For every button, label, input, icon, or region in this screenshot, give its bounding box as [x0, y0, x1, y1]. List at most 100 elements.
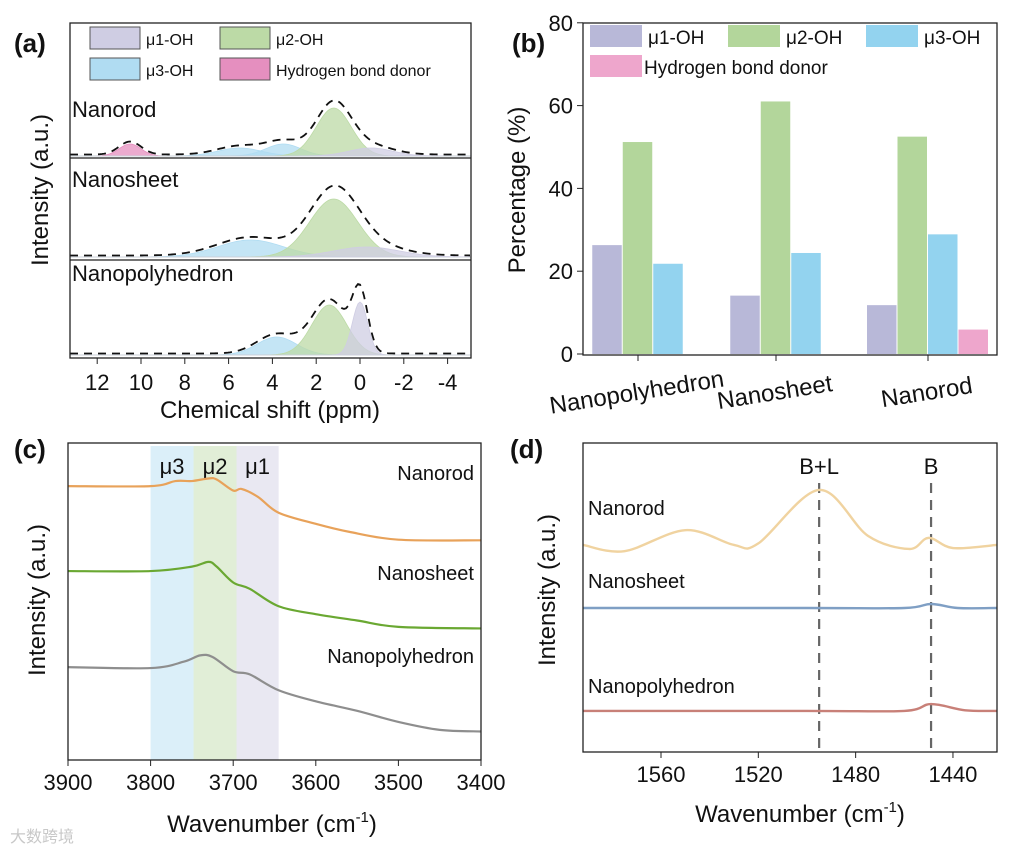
- x-tick-label: -4: [438, 370, 458, 395]
- legend-label: μ1-OH: [146, 32, 193, 49]
- legend-swatch-hbd: [219, 57, 271, 81]
- x-label-sup: -1: [884, 799, 897, 816]
- x-tick-label: 2: [310, 370, 322, 395]
- legend-label: μ3-OH: [146, 63, 193, 80]
- nmr-sample-nanosheet: [70, 184, 472, 258]
- plot-frame-b: [582, 22, 998, 356]
- curve-nanopolyhedron: [583, 702, 997, 713]
- sample-label: Nanorod: [72, 97, 156, 122]
- x-tick-label: 8: [179, 370, 191, 395]
- band-label: μ1: [245, 454, 270, 479]
- legend-swatch-hbd: [590, 55, 642, 77]
- curve-nanorod: [67, 477, 482, 542]
- curve-label: Nanopolyhedron: [327, 646, 474, 668]
- x-tick-label: 3700: [209, 770, 258, 795]
- y-axis-label: Percentage (%): [504, 107, 531, 274]
- plot-frame-d: [582, 442, 998, 753]
- nmr-sample-nanopolyhedron: [70, 282, 471, 356]
- curve-label: Nanosheet: [588, 571, 685, 593]
- bar-mu1-nanopolyhedron: [592, 245, 622, 354]
- x-tick-label: 10: [129, 370, 153, 395]
- x-tick-label: 1440: [928, 762, 977, 787]
- sample-label: Nanosheet: [72, 167, 178, 192]
- legend-swatch-mu3: [866, 25, 918, 47]
- x-tick-label: 3400: [457, 770, 506, 795]
- bar-mu3-nanorod: [928, 234, 958, 354]
- x-tick-label: 3500: [374, 770, 423, 795]
- x-tick-label: -2: [394, 370, 414, 395]
- legend-label: μ3-OH: [924, 28, 980, 49]
- bar-mu2-nanosheet: [760, 101, 791, 355]
- envelope-dashed-line: [70, 282, 470, 355]
- x-tick-label: 3800: [126, 770, 175, 795]
- x-tick-label: 3600: [291, 770, 340, 795]
- x-tick-label: 1560: [637, 762, 686, 787]
- y-tick-label: 0: [561, 342, 573, 367]
- plot-frame-c: [67, 442, 482, 761]
- y-tick-label: 40: [549, 176, 573, 201]
- envelope-dashed-line: [70, 99, 470, 156]
- curve-label: Nanosheet: [377, 563, 474, 585]
- x-axis-label: Wavenumber (cm-1): [167, 809, 377, 838]
- x-tick-label: 0: [354, 370, 366, 395]
- panel-label: (d): [510, 434, 543, 464]
- category-label: Nanosheet: [715, 370, 834, 415]
- legend-label: Hydrogen bond donor: [276, 63, 431, 80]
- legend-swatch-mu2: [728, 25, 780, 47]
- bar-hbd-nanorod: [958, 329, 988, 354]
- band-label: μ2: [203, 454, 228, 479]
- peak-mu1: [70, 147, 471, 157]
- category-label: Nanorod: [879, 372, 974, 413]
- peak-mu3: [70, 336, 471, 356]
- nmr-sample-nanorod: [70, 99, 471, 157]
- band-mu2: [193, 446, 237, 760]
- y-tick-label: 80: [549, 11, 573, 36]
- bar-mu3-nanosheet: [791, 252, 821, 354]
- legend-swatch-mu2: [219, 26, 271, 50]
- x-label-end: ): [369, 811, 377, 838]
- x-tick-label: 4: [266, 370, 278, 395]
- legend-swatch-mu3: [89, 57, 141, 81]
- bar-mu1-nanorod: [867, 305, 897, 354]
- legend-swatch-mu1: [590, 25, 642, 47]
- y-tick-label: 20: [549, 259, 573, 284]
- curve-label: Nanopolyhedron: [588, 676, 735, 698]
- category-label: Nanopolyhedron: [548, 365, 726, 419]
- x-axis-label: Wavenumber (cm-1): [695, 799, 905, 828]
- bar-mu2-nanopolyhedron: [622, 142, 653, 354]
- legend-swatch-mu1: [89, 26, 141, 50]
- x-axis-label: Chemical shift (ppm): [160, 397, 380, 424]
- marker-label: B+L: [799, 454, 839, 479]
- marker-label: B: [924, 454, 939, 479]
- curve-nanopolyhedron: [67, 653, 482, 733]
- curve-nanosheet: [67, 560, 482, 630]
- bar-mu1-nanosheet: [730, 295, 760, 354]
- curve-nanorod: [582, 488, 997, 553]
- sample-label: Nanopolyhedron: [72, 261, 233, 286]
- curve-label: Nanorod: [588, 498, 665, 520]
- bar-mu2-nanorod: [897, 136, 927, 354]
- y-axis-label: Intensity (a.u.): [27, 114, 54, 266]
- x-tick-label: 1520: [734, 762, 783, 787]
- legend-label: μ1-OH: [648, 28, 704, 49]
- legend-label: Hydrogen bond donor: [644, 58, 828, 79]
- y-axis-label: Intensity (a.u.): [24, 524, 51, 676]
- x-label-sup: -1: [356, 809, 369, 826]
- peak-mu1: [70, 301, 471, 356]
- x-label-text: Wavenumber (cm: [695, 801, 883, 828]
- panel-label: (a): [14, 28, 46, 58]
- legend-label: μ2-OH: [276, 32, 323, 49]
- curve-label: Nanorod: [397, 463, 474, 485]
- legend-label: μ2-OH: [786, 28, 842, 49]
- panel-label: (b): [512, 28, 545, 58]
- x-tick-label: 3900: [44, 770, 93, 795]
- x-tick-label: 1480: [831, 762, 880, 787]
- x-tick-label: 12: [85, 370, 109, 395]
- y-tick-label: 60: [549, 94, 573, 119]
- x-tick-label: 6: [222, 370, 234, 395]
- watermark: 大数跨境: [10, 827, 74, 846]
- band-mu3: [150, 446, 194, 760]
- band-label: μ3: [160, 454, 185, 479]
- plot-frame-a: [69, 22, 472, 359]
